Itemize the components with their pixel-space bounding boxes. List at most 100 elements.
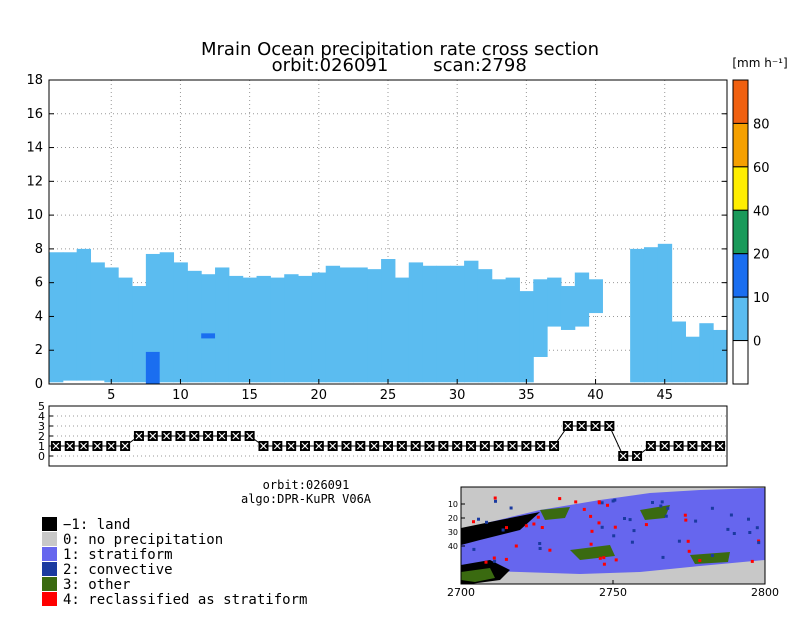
reclassified-pixel <box>602 556 606 560</box>
map-x-tick-label: 2750 <box>599 586 627 599</box>
y-tick-label: 12 <box>26 174 43 189</box>
scan-title: scan:2798 <box>433 55 527 76</box>
colorbar-level-label: 60 <box>753 161 770 176</box>
precip-column <box>90 262 105 381</box>
legend-label: 3: other <box>63 577 130 593</box>
legend-label: −1: land <box>63 517 130 533</box>
reclassified-pixel <box>598 556 602 560</box>
precip-column <box>367 269 382 383</box>
precip-column <box>491 279 507 383</box>
colorbar-block <box>732 209 749 255</box>
colorbar-block <box>732 296 749 342</box>
convective-pixel <box>611 499 615 503</box>
precip-column <box>215 267 230 383</box>
x-tick-label: 45 <box>656 388 673 403</box>
x-tick-label: 25 <box>380 388 397 403</box>
precip-column <box>118 277 133 383</box>
precip-column <box>242 277 258 383</box>
reclassified-pixel <box>504 557 508 561</box>
legend-swatch <box>42 547 57 561</box>
convective-pixel <box>623 517 626 520</box>
surface-type-marker-cross <box>467 442 475 450</box>
map-y-tick-label: 30 <box>448 528 458 537</box>
surface-type-marker-cross <box>343 442 350 450</box>
reclassified-pixel <box>558 497 562 501</box>
land-area <box>461 512 540 545</box>
convective-pixel <box>628 518 632 522</box>
convective-pixel <box>632 529 636 533</box>
precip-cells-10-20 <box>145 333 216 384</box>
chart-title: Mrain Ocean precipitation rate cross sec… <box>201 39 599 60</box>
reclassified-pixel <box>582 507 586 511</box>
convective-pixel <box>726 527 730 531</box>
legend-swatch <box>42 517 57 531</box>
reclassified-pixel <box>606 503 609 507</box>
convective-pixel <box>694 519 698 523</box>
surface-type-marker-cross <box>52 442 60 450</box>
surface-type-marker-cross <box>94 442 101 450</box>
surface-type-marker-cross <box>536 442 544 450</box>
precip-column <box>187 270 202 383</box>
surface-type-marker-cross <box>398 442 406 450</box>
surface-type-marker-cross <box>495 442 503 450</box>
convective-pixel <box>538 547 542 550</box>
surface-type-marker-cross <box>592 422 599 430</box>
reclassified-pixel <box>644 523 648 527</box>
surface-type-marker-cross <box>647 442 655 450</box>
convective-pixel <box>732 532 736 535</box>
convective-pixel <box>664 514 668 518</box>
convective-pixel <box>659 504 663 508</box>
surface-type-marker-cross <box>204 432 212 440</box>
precip-column <box>699 323 714 383</box>
map-y-tick-label: 10 <box>448 500 458 509</box>
surface-type-markers <box>50 421 726 461</box>
precip-column <box>464 260 479 383</box>
reclassified-pixel <box>532 522 536 526</box>
convective-pixel <box>748 531 752 534</box>
precip-column <box>173 262 188 383</box>
surface-type-marker-cross <box>260 442 267 450</box>
map-precip-pixels <box>461 488 765 584</box>
precip-column <box>159 252 175 383</box>
surface-type-marker-cross <box>107 442 115 450</box>
surface-type-marker-cross <box>66 442 74 450</box>
map-x-tick-label: 2800 <box>751 586 779 599</box>
y-tick-label: 16 <box>26 107 43 122</box>
convective-pixel <box>494 499 497 503</box>
map-y-tick-label: 20 <box>448 514 458 523</box>
surface-type-marker-cross <box>550 442 558 450</box>
surface-type-marker-cross <box>246 432 254 440</box>
precip-column <box>560 286 576 330</box>
convective-pixel <box>755 526 759 530</box>
swath-map: 2700 2750 2800 10 20 30 40 <box>447 486 779 599</box>
y-tick-label: 4 <box>35 309 43 324</box>
surface-type-marker-cross <box>426 442 433 450</box>
orbit-title: orbit:026091 <box>272 55 389 76</box>
precip-column <box>298 275 313 383</box>
precip-column <box>353 267 368 383</box>
reclassified-pixel <box>684 518 688 522</box>
colorbar-level-label: 10 <box>753 291 770 306</box>
surface-type-marker-cross <box>315 442 323 450</box>
info-orbit: orbit:026091 <box>263 478 350 492</box>
convective-pixel <box>538 542 542 545</box>
precip-column <box>228 275 244 383</box>
surface-type-marker-cross <box>702 442 710 450</box>
y-tick-label: 6 <box>35 276 43 291</box>
precip-column <box>713 329 728 383</box>
surface-type-marker-cross <box>439 442 447 450</box>
precip-column <box>588 279 603 314</box>
legend-swatch <box>42 562 57 576</box>
reclassified-pixel <box>686 539 690 543</box>
legend-swatch <box>42 532 57 546</box>
precip-column <box>104 267 119 383</box>
precip-column <box>408 262 424 383</box>
convective-pixel <box>485 520 488 524</box>
other-area <box>540 507 570 520</box>
precip-column <box>381 259 396 383</box>
colorbar-level-label: 80 <box>753 117 770 132</box>
reclassified-pixel <box>590 529 594 533</box>
info-algo: algo:DPR-KuPR V06A <box>241 492 372 506</box>
convective-pixel <box>600 501 604 505</box>
